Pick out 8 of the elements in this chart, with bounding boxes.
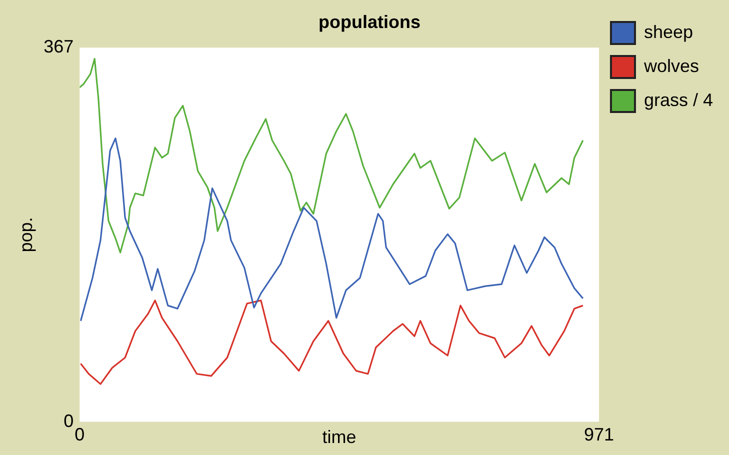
x-axis-title: time bbox=[322, 427, 356, 448]
y-tick-label: 367 bbox=[44, 36, 74, 57]
chart-title: populations bbox=[318, 12, 420, 32]
legend-label: wolves bbox=[642, 56, 699, 76]
legend-label: sheep bbox=[644, 22, 694, 42]
x-tick-label: 971 bbox=[584, 424, 614, 445]
y-axis-title: pop. bbox=[16, 217, 36, 252]
legend-label: grass / 4 bbox=[644, 90, 713, 110]
